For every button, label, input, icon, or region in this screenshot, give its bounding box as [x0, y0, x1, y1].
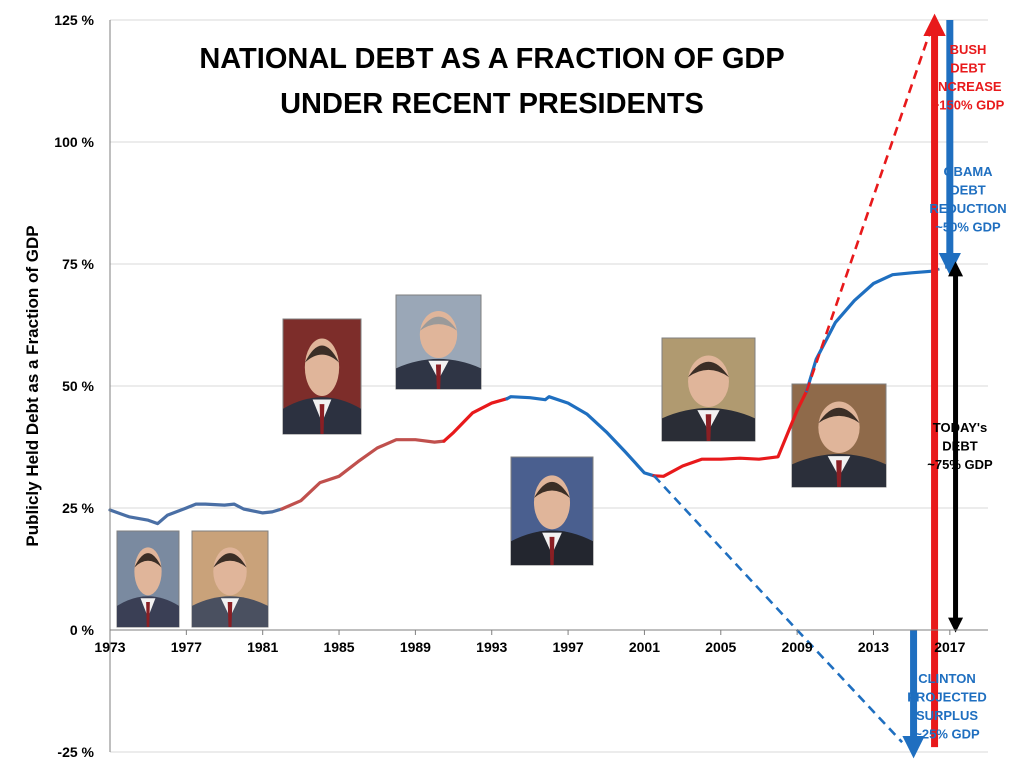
chart-text: NATIONAL DEBT AS A FRACTION OF GDP UNDER…: [23, 12, 1007, 760]
x-tick-label: 2009: [782, 639, 813, 655]
bush-sr-photo: [395, 294, 482, 390]
obama-photo: [791, 383, 887, 488]
clinton-photo: [510, 456, 594, 566]
annotation-0-line: ~150% GDP: [932, 98, 1005, 113]
x-tick-label: 2001: [629, 639, 660, 655]
y-tick-label: 50 %: [62, 378, 94, 394]
annotation-1-line: REDUCTION: [929, 201, 1006, 216]
annotation-0-line: INCREASE: [934, 79, 1002, 94]
reagan-photo: [282, 318, 362, 435]
y-tick-label: 125 %: [54, 12, 94, 28]
chart-title-line-1: NATIONAL DEBT AS A FRACTION OF GDP: [199, 43, 784, 75]
annotation-2-line: ~75% GDP: [927, 457, 993, 472]
series-line-1: [280, 438, 446, 511]
x-tick-label: 1985: [323, 639, 354, 655]
annotation-0-line: BUSH: [950, 42, 987, 57]
y-tick-label: -25 %: [57, 744, 94, 760]
x-tick-label: 2017: [934, 639, 965, 655]
series-line-5: [805, 269, 933, 393]
x-tick-label: 1993: [476, 639, 507, 655]
arrows: [902, 13, 964, 759]
series-line-0: [108, 502, 284, 526]
bush-jr-photo: [661, 337, 756, 442]
x-tick-label: 2013: [858, 639, 889, 655]
carter-photo: [191, 530, 269, 628]
nixon-photo: [116, 530, 180, 628]
annotation-1-line: ~50% GDP: [935, 220, 1001, 235]
series-line-4: [652, 389, 809, 478]
x-tick-label: 1997: [553, 639, 584, 655]
annotation-1-line: DEBT: [950, 183, 985, 198]
annotation-1-line: OBAMA: [943, 164, 993, 179]
annotation-2-line: TODAY's: [933, 420, 987, 435]
series-line-8: [805, 29, 932, 392]
president-photos: [116, 294, 887, 628]
x-tick-label: 1981: [247, 639, 278, 655]
y-axis-label: Publicly Held Debt as a Fraction of GDP: [23, 225, 42, 546]
x-tick-label: 1977: [171, 639, 202, 655]
annotation-3-line: SURPLUS: [916, 708, 978, 723]
annotation-3-line: ~25% GDP: [914, 727, 980, 742]
annotation-3-line: PROJECTED: [907, 690, 986, 705]
annotation-3-line: CLINTON: [918, 671, 976, 686]
series-line-7: [653, 474, 904, 744]
y-tick-label: 0 %: [70, 622, 95, 638]
y-tick-label: 100 %: [54, 134, 94, 150]
y-tick-label: 75 %: [62, 256, 94, 272]
axes: [109, 20, 988, 752]
series-line-2: [442, 397, 509, 443]
x-tick-label: 1989: [400, 639, 431, 655]
x-tick-label: 2005: [705, 639, 736, 655]
y-tick-label: 25 %: [62, 500, 94, 516]
x-tick-label: 1973: [94, 639, 125, 655]
chart-title-line-2: UNDER RECENT PRESIDENTS: [280, 88, 704, 120]
annotation-0-line: DEBT: [950, 61, 985, 76]
series-line-3: [505, 395, 656, 478]
annotation-2-line: DEBT: [942, 439, 977, 454]
